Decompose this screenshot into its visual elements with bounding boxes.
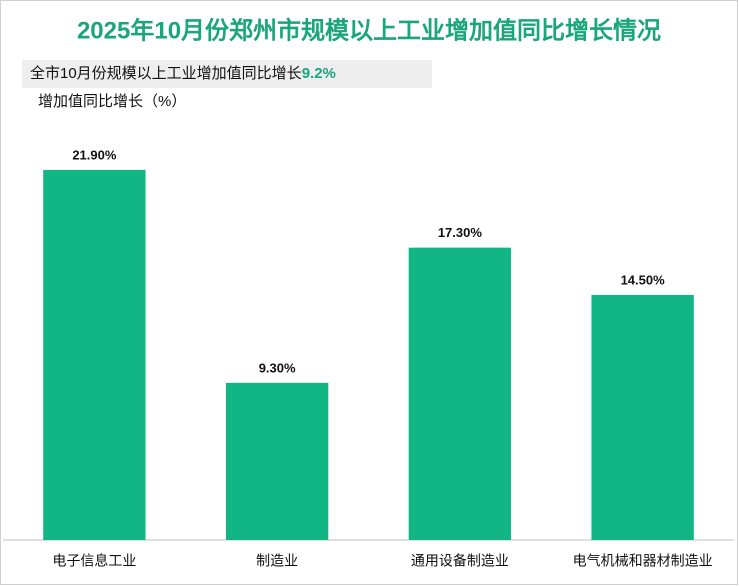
bar [591, 294, 694, 540]
value-label: 17.30% [438, 225, 483, 240]
y-axis-label: 增加值同比增长（%） [38, 93, 186, 110]
x-tick-label: 电气机械和器材制造业 [573, 553, 713, 569]
value-label: 9.30% [259, 360, 296, 375]
annotation-box [22, 60, 432, 88]
x-tick-label: 制造业 [256, 553, 298, 569]
bar [43, 169, 146, 540]
annotation-highlight: 9.2% [302, 65, 336, 82]
annotation-text: 全市10月份规模以上工业增加值同比增长 [30, 64, 302, 82]
annotation: 全市10月份规模以上工业增加值同比增长9.2% [30, 64, 336, 82]
x-tick-label: 电子信息工业 [52, 553, 136, 569]
value-label: 21.90% [72, 147, 117, 162]
bar [225, 382, 329, 540]
bar [408, 247, 512, 540]
value-label: 14.50% [621, 272, 666, 287]
x-tick-label: 通用设备制造业 [411, 553, 509, 569]
chart-title: 2025年10月份郑州市规模以上工业增加值同比增长情况 [77, 16, 661, 44]
